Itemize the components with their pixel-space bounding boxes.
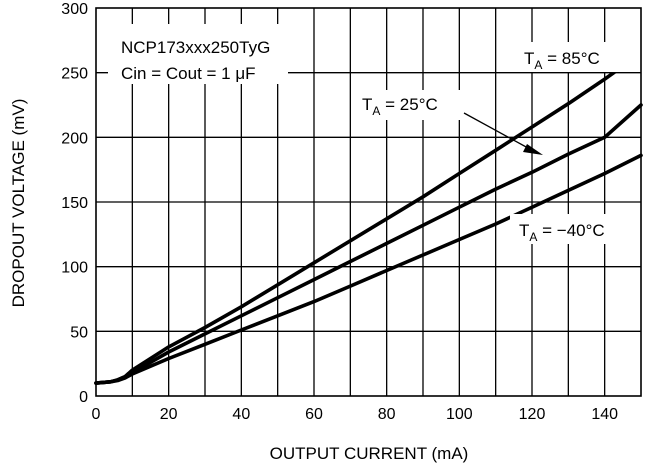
x-tick-label: 0 bbox=[92, 406, 101, 423]
x-axis-ticks: 0 20 40 60 80 100 120 140 bbox=[92, 406, 619, 423]
y-tick-label: 250 bbox=[61, 66, 88, 83]
series-label-25: TA = 25°C bbox=[362, 95, 438, 118]
series-line-2 bbox=[94, 153, 643, 385]
annotation-box bbox=[108, 24, 288, 84]
x-tick-label: 20 bbox=[160, 406, 178, 423]
x-tick-label: 100 bbox=[446, 406, 473, 423]
x-tick-label: 80 bbox=[378, 406, 396, 423]
y-tick-label: 300 bbox=[61, 1, 88, 18]
series-label-bg-m40 bbox=[510, 214, 643, 244]
series bbox=[94, 51, 643, 385]
series-label-85: TA = 85°C bbox=[524, 49, 600, 72]
x-tick-label: 140 bbox=[591, 406, 618, 423]
y-tick-label: 150 bbox=[61, 195, 88, 212]
plot-frame bbox=[95, 7, 642, 397]
y-axis-label: DROPOUT VOLTAGE (mV) bbox=[9, 99, 28, 308]
y-tick-label: 100 bbox=[61, 260, 88, 277]
x-tick-label: 60 bbox=[305, 406, 323, 423]
series-label-m40: TA = −40°C bbox=[519, 221, 605, 244]
y-tick-label: 200 bbox=[61, 130, 88, 147]
x-tick-label: 120 bbox=[519, 406, 546, 423]
y-tick-label: 50 bbox=[70, 324, 88, 341]
y-tick-label: 0 bbox=[79, 389, 88, 406]
series-label-25-leader bbox=[463, 112, 529, 149]
annotation-device: NCP173xxx250TyG bbox=[121, 38, 270, 57]
series-label-25-arrowhead bbox=[523, 144, 543, 155]
annotation-conditions: Cin = Cout = 1 μF bbox=[121, 64, 256, 83]
y-axis-ticks: 0 50 100 150 200 250 300 bbox=[61, 1, 88, 406]
x-tick-label: 40 bbox=[232, 406, 250, 423]
x-axis-label: OUTPUT CURRENT (mA) bbox=[270, 444, 469, 463]
series-label-bg-25 bbox=[355, 90, 473, 120]
series-label-bg-85 bbox=[515, 42, 643, 72]
